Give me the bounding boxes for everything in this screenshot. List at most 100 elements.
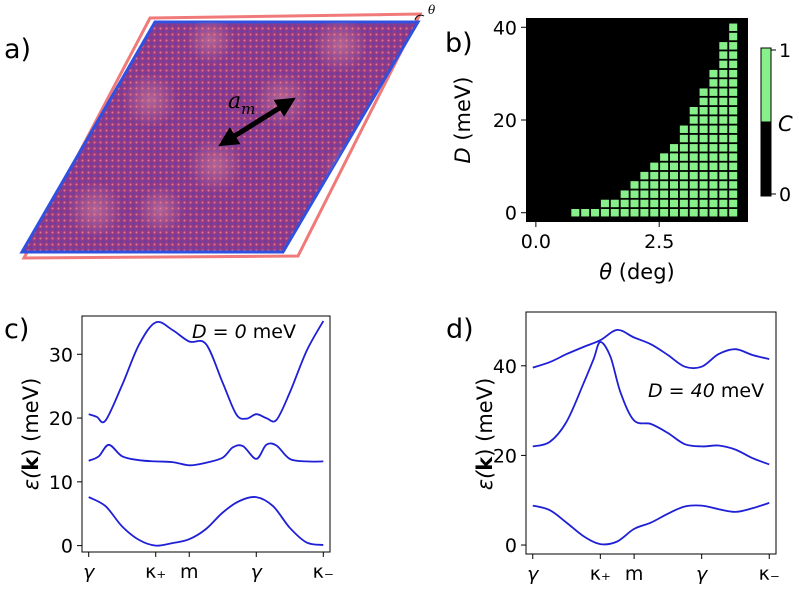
x-tick-label: m xyxy=(180,561,199,583)
phase-cell xyxy=(728,22,739,32)
phase-cell xyxy=(669,143,679,153)
y-tick-label: 0 xyxy=(505,203,517,225)
twist-angle-label: θ xyxy=(428,3,436,17)
phase-cell xyxy=(718,124,729,134)
colorbar-low xyxy=(760,121,772,197)
phase-cell xyxy=(639,180,650,190)
bands-d-annotation: D = 40 meV xyxy=(648,380,764,402)
phase-cell xyxy=(688,115,699,125)
moire-length-arrow xyxy=(218,97,296,147)
phase-cell xyxy=(708,134,719,144)
phase-cell xyxy=(698,134,709,144)
y-tick-label: 20 xyxy=(49,408,73,430)
bands-c-lines xyxy=(88,320,325,547)
phase-cell xyxy=(659,198,669,208)
phase-cell xyxy=(688,124,699,134)
phase-cell xyxy=(718,143,729,153)
phase-cell xyxy=(600,208,610,218)
phase-cell xyxy=(688,189,699,199)
phase-cell xyxy=(649,161,660,171)
x-tick-label: κ₋ xyxy=(313,561,334,583)
x-tick-label: m xyxy=(625,563,644,585)
twist-angle-arc xyxy=(414,14,425,21)
phase-cell xyxy=(708,143,719,153)
phase-cell xyxy=(698,106,709,116)
phase-cell xyxy=(619,208,630,218)
bands-d-band-3 xyxy=(532,329,770,370)
phase-cell xyxy=(718,180,729,190)
panel-d-label: d) xyxy=(446,314,474,345)
phase-cell xyxy=(728,87,739,97)
x-tick-label: κ₊ xyxy=(145,561,166,583)
phase-cell xyxy=(728,152,739,162)
y-tick-label: 0 xyxy=(61,536,73,558)
panel-b: b) 0.0 2.5 0 20 40 θ (deg) D (meV) 1 0 C xyxy=(445,17,793,284)
phase-cell xyxy=(728,96,739,106)
panel-b-label: b) xyxy=(445,28,473,59)
phase-cell xyxy=(649,171,660,181)
y-tick-label: 10 xyxy=(49,472,73,494)
phase-cell xyxy=(718,59,729,69)
colorbar-tick-min: 0 xyxy=(779,184,791,206)
phase-cell xyxy=(639,171,650,181)
phase-cell xyxy=(688,161,699,171)
phase-cell xyxy=(659,152,669,162)
bands-c-ylabel: ε(k) (meV) xyxy=(19,378,43,491)
phase-cell xyxy=(708,180,719,190)
x-tick-label: γ xyxy=(527,563,540,585)
bands-c-band-3 xyxy=(88,320,325,424)
phase-cell xyxy=(669,171,679,181)
phase-cell xyxy=(629,208,640,218)
x-tick-label: κ₋ xyxy=(759,563,780,585)
phase-cell xyxy=(679,143,689,153)
y-tick-label: 30 xyxy=(49,344,73,366)
phase-cell xyxy=(718,115,729,125)
phase-cell xyxy=(649,180,660,190)
phase-cell xyxy=(619,189,630,199)
phase-cell xyxy=(629,180,640,190)
phase-cell xyxy=(708,152,719,162)
panel-c-label: c) xyxy=(4,314,29,345)
colorbar-tick-max: 1 xyxy=(779,40,791,62)
phase-cell xyxy=(659,180,669,190)
phase-cell xyxy=(728,59,739,69)
phase-cell xyxy=(708,171,719,181)
phase-cell xyxy=(688,143,699,153)
y-tick-label: 0 xyxy=(505,535,517,557)
phase-cell xyxy=(728,180,739,190)
phase-cell xyxy=(669,152,679,162)
phase-cell xyxy=(659,161,669,171)
phase-cell xyxy=(659,189,669,199)
phase-cell xyxy=(708,198,719,208)
phase-cell xyxy=(600,198,610,208)
phase-cell xyxy=(728,208,739,218)
phase-cell xyxy=(708,87,719,97)
phase-cell xyxy=(609,208,620,218)
phase-cell xyxy=(639,208,650,218)
bands-d-ticks: γ κ₊ m γ κ₋ 0 20 40 xyxy=(493,356,780,585)
bands-c-frame xyxy=(81,315,331,553)
phase-cell xyxy=(688,106,699,116)
colorbar-high xyxy=(760,47,772,123)
phase-cell xyxy=(708,189,719,199)
phase-cell xyxy=(718,171,729,181)
phase-cell xyxy=(708,106,719,116)
phase-cell xyxy=(718,208,729,218)
bands-c-band-2 xyxy=(88,442,324,467)
phase-cell xyxy=(698,115,709,125)
phase-cell xyxy=(688,152,699,162)
phase-cell xyxy=(708,161,719,171)
phase-cell xyxy=(679,189,689,199)
x-tick-label: γ xyxy=(696,563,709,585)
phase-cell xyxy=(669,198,679,208)
phase-cell xyxy=(688,198,699,208)
phase-cell xyxy=(698,124,709,134)
phase-cell xyxy=(688,134,699,144)
phase-cell xyxy=(718,134,729,144)
phase-cell xyxy=(679,124,689,134)
phase-cell xyxy=(639,198,650,208)
phase-cell xyxy=(728,78,739,88)
phase-cell xyxy=(728,143,739,153)
bands-d-lines xyxy=(532,329,770,546)
